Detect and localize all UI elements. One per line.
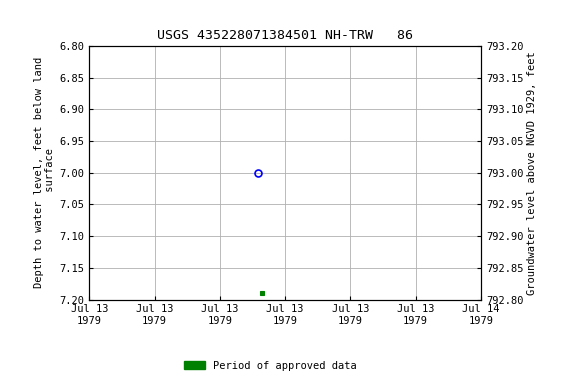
- Y-axis label: Groundwater level above NGVD 1929, feet: Groundwater level above NGVD 1929, feet: [528, 51, 537, 295]
- Title: USGS 435228071384501 NH-TRW   86: USGS 435228071384501 NH-TRW 86: [157, 29, 413, 42]
- Legend: Period of approved data: Period of approved data: [180, 357, 361, 375]
- Y-axis label: Depth to water level, feet below land
 surface: Depth to water level, feet below land su…: [33, 57, 55, 288]
